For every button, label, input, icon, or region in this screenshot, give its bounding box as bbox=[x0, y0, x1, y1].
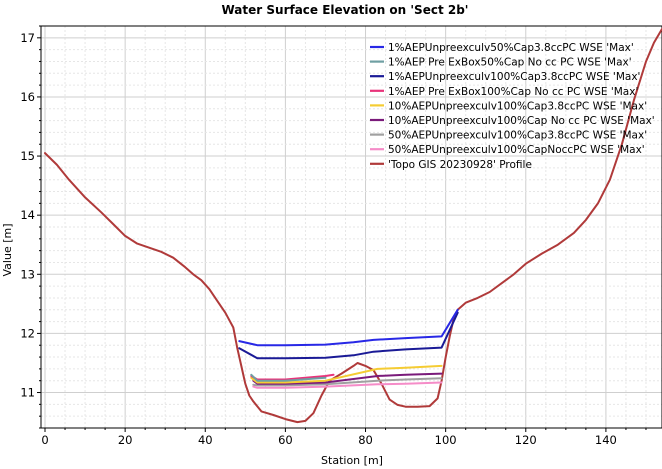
y-tick-label: 14 bbox=[20, 208, 35, 222]
y-axis-label: Value [m] bbox=[1, 223, 14, 276]
y-tick-label: 12 bbox=[20, 326, 35, 340]
x-axis-label: Station [m] bbox=[321, 454, 383, 467]
x-tick-label: 100 bbox=[435, 433, 457, 447]
series-line-0 bbox=[238, 308, 459, 347]
x-tick-label: 120 bbox=[515, 433, 537, 447]
legend-label: 10%AEPUnpreexculv100%Cap No cc PC WSE 'M… bbox=[388, 115, 655, 127]
x-tick-label: 40 bbox=[198, 433, 213, 447]
series-line-1 bbox=[250, 373, 327, 382]
series-line-8 bbox=[44, 28, 662, 424]
axes: 0 20 40 60 80 100 120 140 11 12 13 14 15 16 17 bbox=[20, 25, 647, 447]
legend-label: 1%AEP Pre ExBox100%Cap No cc PC WSE 'Max… bbox=[388, 86, 638, 98]
x-tick-label: 140 bbox=[595, 433, 617, 447]
x-tick-label: 20 bbox=[118, 433, 133, 447]
series-line-6 bbox=[252, 377, 443, 387]
x-tick-label: 60 bbox=[278, 433, 293, 447]
legend-label: 50%AEPUnpreexculv100%CapNoccPC WSE 'Max' bbox=[388, 144, 645, 156]
series-line-4 bbox=[250, 364, 443, 384]
series-layer bbox=[44, 28, 662, 424]
chart-title: Water Surface Elevation on 'Sect 2b' bbox=[222, 3, 469, 17]
series-line-7 bbox=[252, 381, 443, 389]
x-tick-label: 80 bbox=[358, 433, 373, 447]
legend-label: 1%AEPUnpreexculv100%Cap3.8ccPC WSE 'Max' bbox=[388, 71, 640, 83]
grid bbox=[41, 25, 662, 429]
y-tick-label: 13 bbox=[20, 267, 35, 281]
y-tick-label: 11 bbox=[20, 386, 35, 400]
y-tick-label: 16 bbox=[20, 90, 35, 104]
series-line-2 bbox=[238, 311, 459, 360]
legend-label: 50%AEPUnpreexculv100%Cap3.8ccPC WSE 'Max… bbox=[388, 130, 647, 142]
y-tick-label: 17 bbox=[20, 31, 35, 45]
series-line-5 bbox=[252, 372, 443, 385]
legend-label: 1%AEPUnpreexculv50%Cap3.8ccPC WSE 'Max' bbox=[388, 42, 634, 54]
legend-label: 1%AEP Pre ExBox50%Cap No cc PC WSE 'Max' bbox=[388, 57, 632, 69]
y-tick-label: 15 bbox=[20, 149, 35, 163]
legend: 1%AEPUnpreexculv50%Cap3.8ccPC WSE 'Max' 1… bbox=[370, 42, 655, 171]
legend-label: 10%AEPUnpreexculv100%Cap3.8ccPC WSE 'Max… bbox=[388, 100, 647, 112]
legend-label: 'Topo GIS 20230928' Profile bbox=[388, 159, 532, 171]
x-tick-label: 0 bbox=[41, 433, 48, 447]
